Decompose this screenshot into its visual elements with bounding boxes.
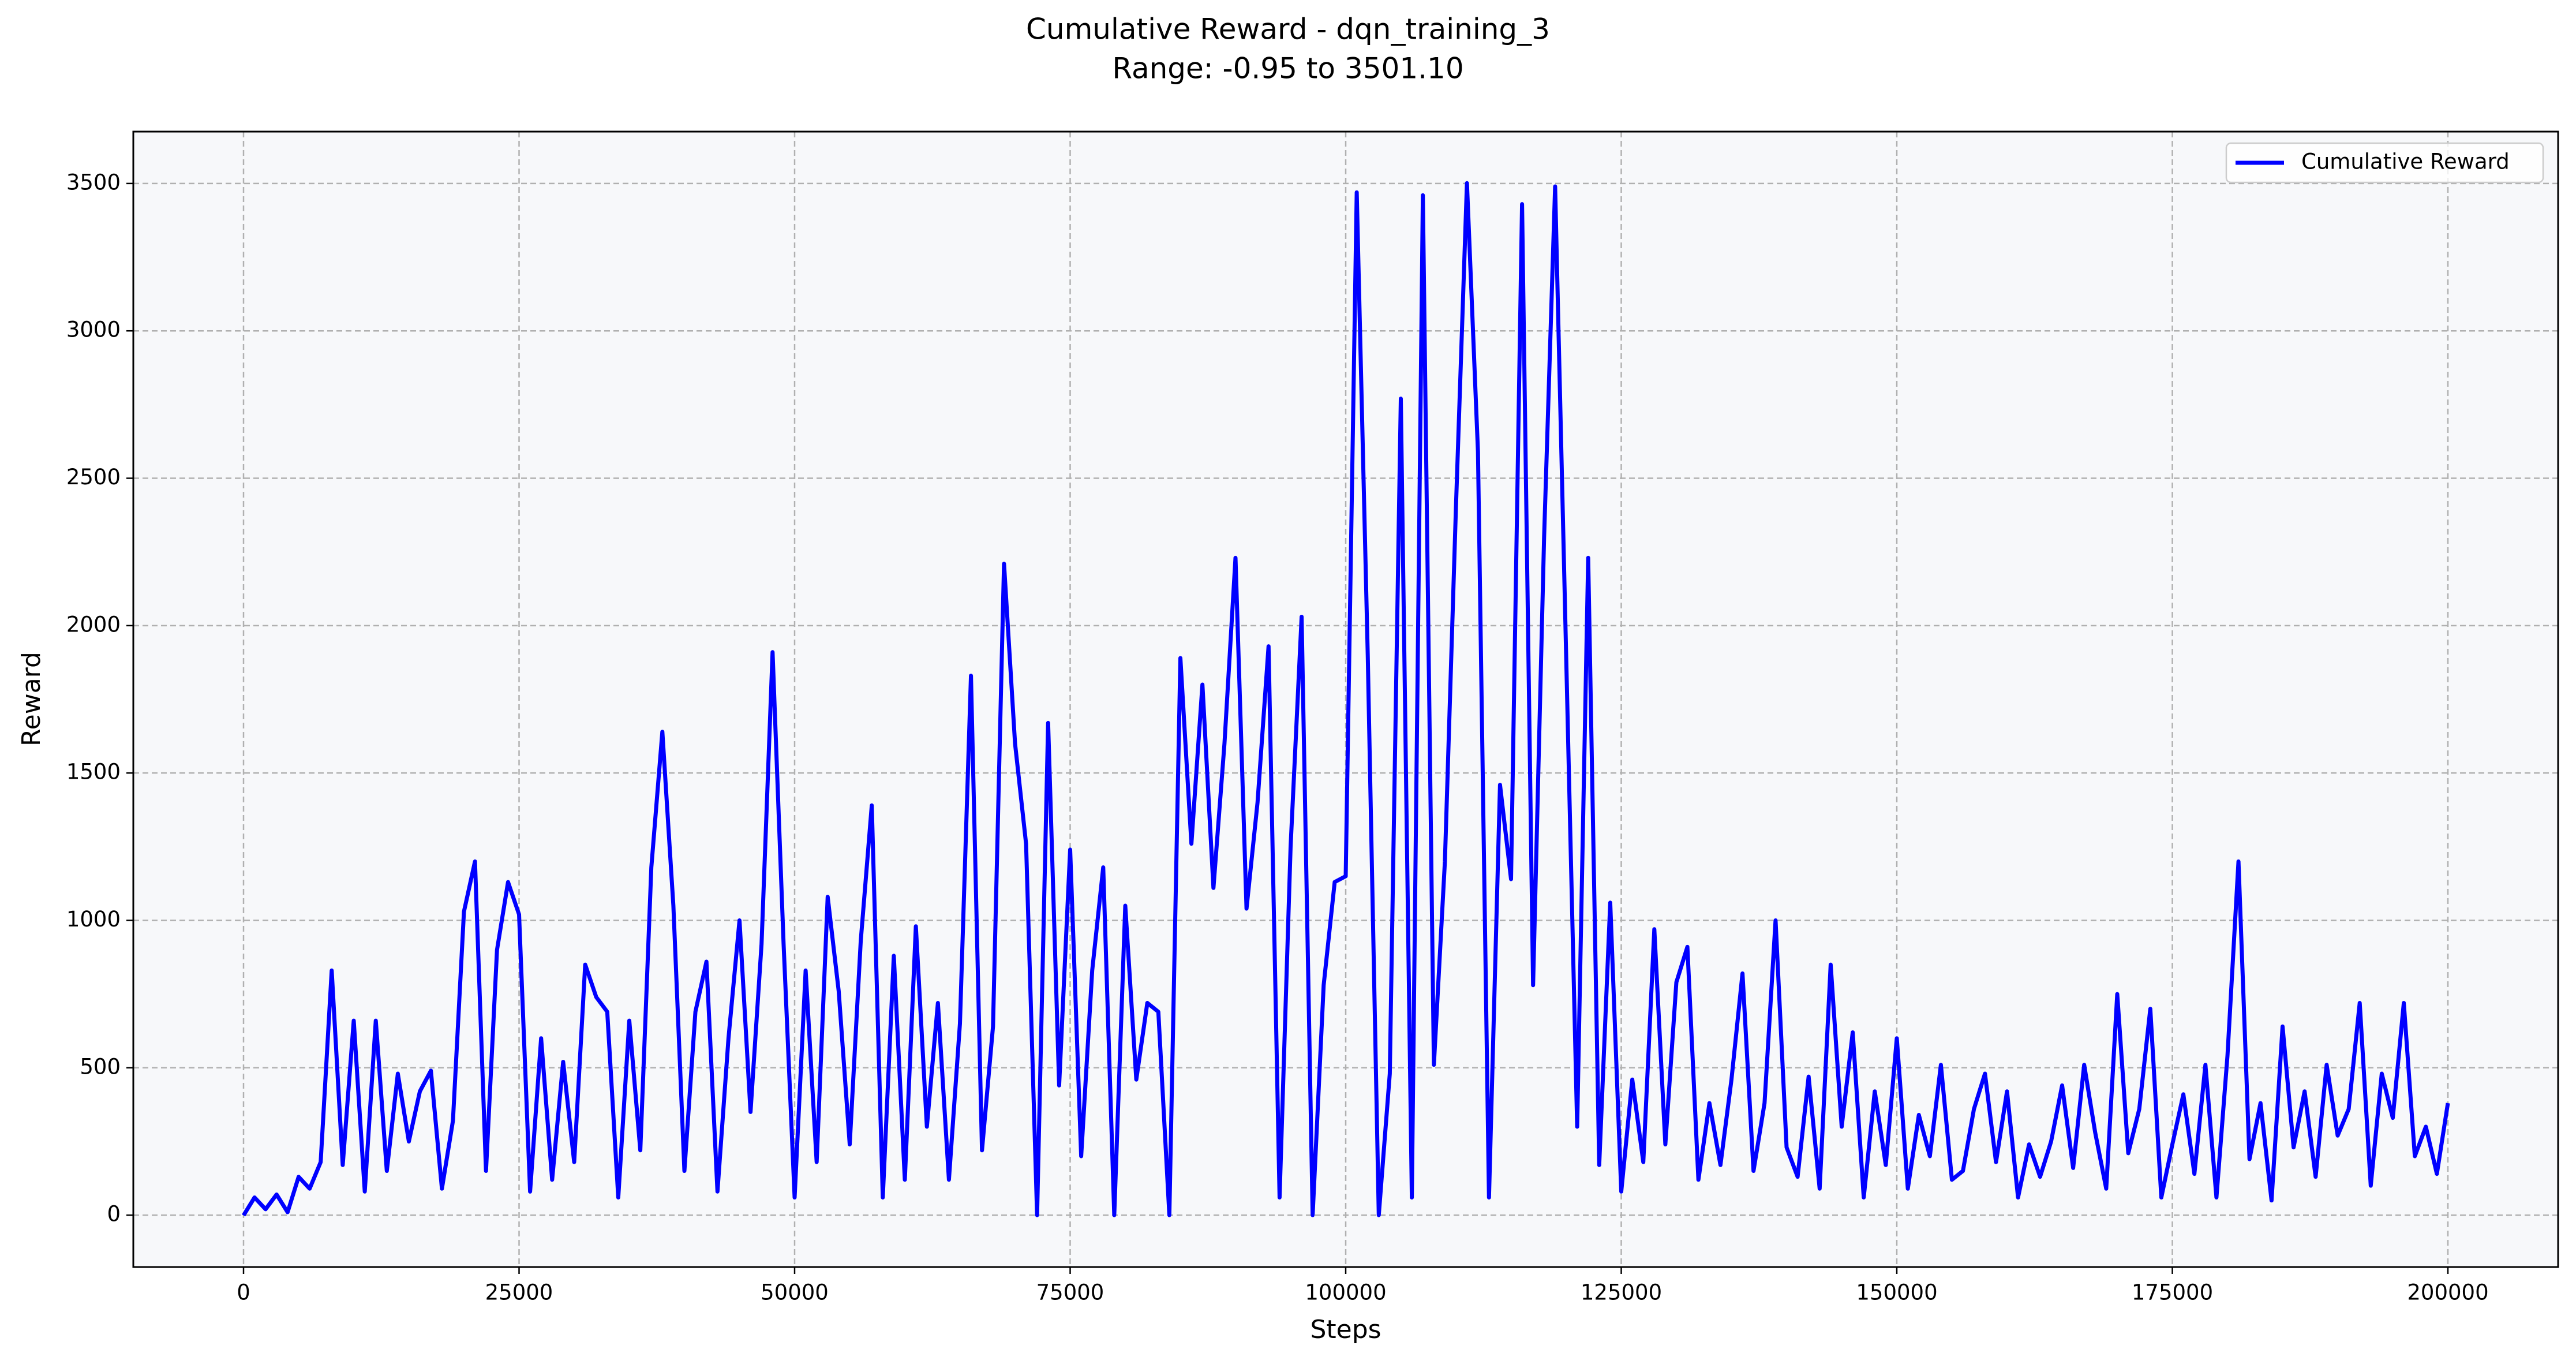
y-axis-label: Reward xyxy=(17,652,46,746)
y-tick-label: 2500 xyxy=(66,465,121,489)
x-tick-label: 50000 xyxy=(761,1280,829,1305)
x-tick-label: 200000 xyxy=(2407,1280,2488,1305)
x-tick-label: 125000 xyxy=(1581,1280,1662,1305)
y-tick-label: 0 xyxy=(107,1202,121,1227)
chart-subtitle: Range: -0.95 to 3501.10 xyxy=(1112,52,1463,85)
y-tick-label: 3500 xyxy=(66,170,121,195)
x-tick-label: 75000 xyxy=(1036,1280,1104,1305)
y-tick-label: 2000 xyxy=(66,612,121,637)
chart-title: Cumulative Reward - dqn_training_3 xyxy=(1026,13,1550,46)
x-tick-label: 100000 xyxy=(1305,1280,1386,1305)
series xyxy=(242,181,2450,1217)
x-axis-label: Steps xyxy=(1310,1315,1381,1344)
legend-box xyxy=(2225,142,2544,184)
x-tick-label: 25000 xyxy=(485,1280,553,1305)
x-tick-label: 150000 xyxy=(1856,1280,1937,1305)
x-tick-label: 175000 xyxy=(2132,1280,2213,1305)
y-tick-label: 3000 xyxy=(66,317,121,342)
series-line xyxy=(242,181,2450,1217)
y-tick-label: 500 xyxy=(80,1054,121,1079)
y-tick-label: 1000 xyxy=(66,907,121,932)
y-tick-label: 1500 xyxy=(66,760,121,784)
x-tick-label: 0 xyxy=(237,1280,250,1305)
legend: Cumulative Reward xyxy=(2225,142,2544,184)
legend-label: Cumulative Reward xyxy=(2301,150,2510,174)
